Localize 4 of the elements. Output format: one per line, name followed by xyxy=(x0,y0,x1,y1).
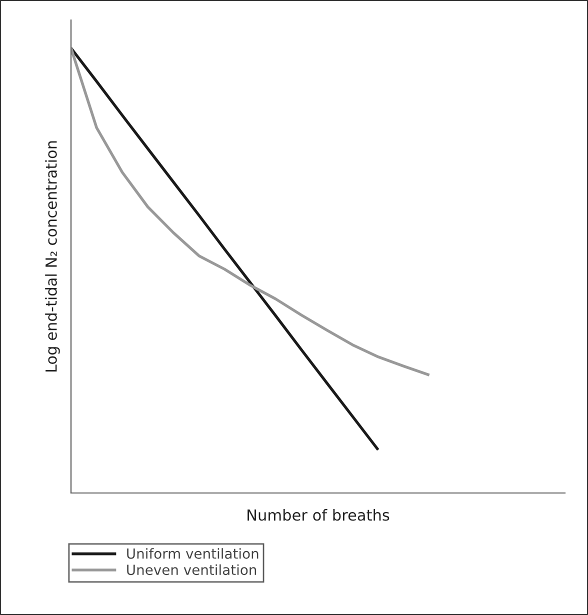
y-axis-title: Log end-tidal N₂ concentration xyxy=(45,141,60,372)
legend-label: Uniform ventilation xyxy=(127,548,258,559)
legend-label: Uneven ventilation xyxy=(127,564,256,576)
x-axis-title: Number of breaths xyxy=(248,508,390,521)
